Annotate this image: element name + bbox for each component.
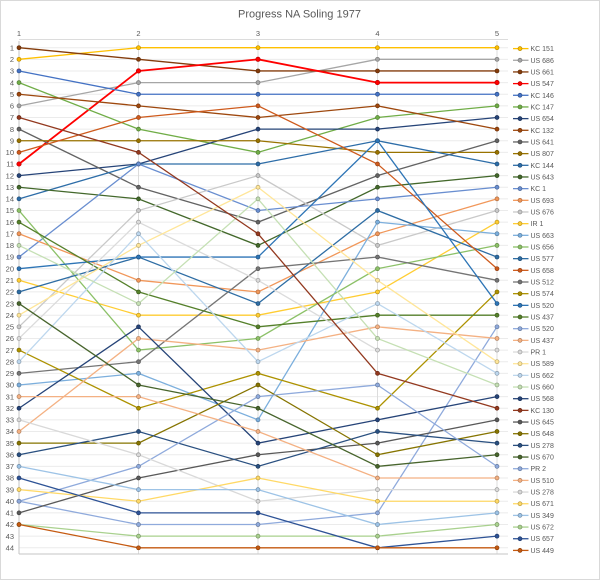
svg-text:36: 36: [6, 450, 14, 459]
svg-text:KC 151: KC 151: [531, 46, 554, 53]
svg-text:20: 20: [6, 264, 14, 273]
svg-text:US 654: US 654: [531, 116, 554, 123]
svg-text:23: 23: [6, 299, 14, 308]
svg-text:12: 12: [6, 171, 14, 180]
svg-text:KC 146: KC 146: [531, 93, 554, 100]
svg-text:4: 4: [375, 29, 379, 38]
svg-text:5: 5: [10, 90, 14, 99]
svg-text:US 660: US 660: [531, 385, 554, 392]
svg-text:30: 30: [6, 381, 14, 390]
svg-text:43: 43: [6, 532, 14, 541]
svg-text:31: 31: [6, 392, 14, 401]
svg-text:KC 144: KC 144: [531, 163, 554, 170]
svg-text:40: 40: [6, 497, 14, 506]
svg-text:US 278: US 278: [531, 443, 554, 450]
svg-text:6: 6: [10, 102, 14, 111]
svg-text:US 693: US 693: [531, 198, 554, 205]
svg-text:US 672: US 672: [531, 525, 554, 532]
svg-text:US 686: US 686: [531, 58, 554, 65]
svg-text:17: 17: [6, 229, 14, 238]
svg-text:US 662: US 662: [531, 373, 554, 380]
svg-text:1: 1: [10, 43, 14, 52]
svg-text:IR 1: IR 1: [531, 221, 544, 228]
svg-text:KC 132: KC 132: [531, 128, 554, 135]
svg-text:US 658: US 658: [531, 268, 554, 275]
svg-text:42: 42: [6, 520, 14, 529]
svg-text:32: 32: [6, 404, 14, 413]
svg-text:41: 41: [6, 509, 14, 518]
svg-text:US 641: US 641: [531, 139, 554, 146]
svg-text:27: 27: [6, 346, 14, 355]
svg-text:26: 26: [6, 334, 14, 343]
svg-text:2: 2: [136, 29, 140, 38]
svg-text:US 520: US 520: [531, 326, 554, 333]
svg-text:US 577: US 577: [531, 256, 554, 263]
svg-text:3: 3: [256, 29, 260, 38]
svg-text:16: 16: [6, 218, 14, 227]
svg-text:3: 3: [10, 67, 14, 76]
svg-text:24: 24: [6, 311, 14, 320]
svg-text:29: 29: [6, 369, 14, 378]
svg-text:38: 38: [6, 474, 14, 483]
svg-text:US 437: US 437: [531, 338, 554, 345]
svg-text:US 645: US 645: [531, 420, 554, 427]
svg-text:US 657: US 657: [531, 536, 554, 543]
svg-text:5: 5: [495, 29, 499, 38]
svg-text:34: 34: [6, 427, 14, 436]
svg-text:39: 39: [6, 485, 14, 494]
svg-text:33: 33: [6, 416, 14, 425]
svg-text:US 663: US 663: [531, 233, 554, 240]
svg-text:44: 44: [6, 543, 14, 552]
svg-text:US 656: US 656: [531, 244, 554, 251]
svg-text:8: 8: [10, 125, 14, 134]
svg-text:2: 2: [10, 55, 14, 64]
svg-text:US 671: US 671: [531, 501, 554, 508]
svg-text:21: 21: [6, 276, 14, 285]
svg-text:US 643: US 643: [531, 174, 554, 181]
svg-text:US 512: US 512: [531, 280, 554, 287]
svg-text:US 278: US 278: [531, 490, 554, 497]
svg-text:9: 9: [10, 136, 14, 145]
svg-text:1: 1: [17, 29, 21, 38]
svg-text:US 510: US 510: [531, 478, 554, 485]
svg-text:US 437: US 437: [531, 315, 554, 322]
svg-text:13: 13: [6, 183, 14, 192]
svg-text:US 807: US 807: [531, 151, 554, 158]
svg-text:US 661: US 661: [531, 69, 554, 76]
svg-text:KC 130: KC 130: [531, 408, 554, 415]
svg-text:7: 7: [10, 113, 14, 122]
svg-text:US 449: US 449: [531, 548, 554, 555]
svg-text:Progress NA Soling 1977: Progress NA Soling 1977: [238, 9, 361, 21]
svg-text:28: 28: [6, 357, 14, 366]
svg-text:14: 14: [6, 195, 14, 204]
svg-text:US 520: US 520: [531, 303, 554, 310]
svg-text:US 574: US 574: [531, 291, 554, 298]
svg-text:US 568: US 568: [531, 396, 554, 403]
svg-text:19: 19: [6, 253, 14, 262]
svg-text:US 670: US 670: [531, 455, 554, 462]
svg-text:US 349: US 349: [531, 513, 554, 520]
svg-text:US 676: US 676: [531, 209, 554, 216]
svg-text:22: 22: [6, 288, 14, 297]
svg-text:KC 147: KC 147: [531, 104, 554, 111]
svg-text:25: 25: [6, 323, 14, 332]
svg-text:4: 4: [10, 78, 14, 87]
svg-text:35: 35: [6, 439, 14, 448]
svg-text:10: 10: [6, 148, 14, 157]
svg-text:KC 1: KC 1: [531, 186, 547, 193]
svg-text:15: 15: [6, 206, 14, 215]
svg-text:18: 18: [6, 241, 14, 250]
svg-text:PR 1: PR 1: [531, 350, 547, 357]
svg-text:US 648: US 648: [531, 431, 554, 438]
svg-text:PR 2: PR 2: [531, 466, 547, 473]
svg-text:37: 37: [6, 462, 14, 471]
svg-text:US 589: US 589: [531, 361, 554, 368]
svg-text:US 547: US 547: [531, 81, 554, 88]
svg-text:11: 11: [6, 160, 14, 169]
